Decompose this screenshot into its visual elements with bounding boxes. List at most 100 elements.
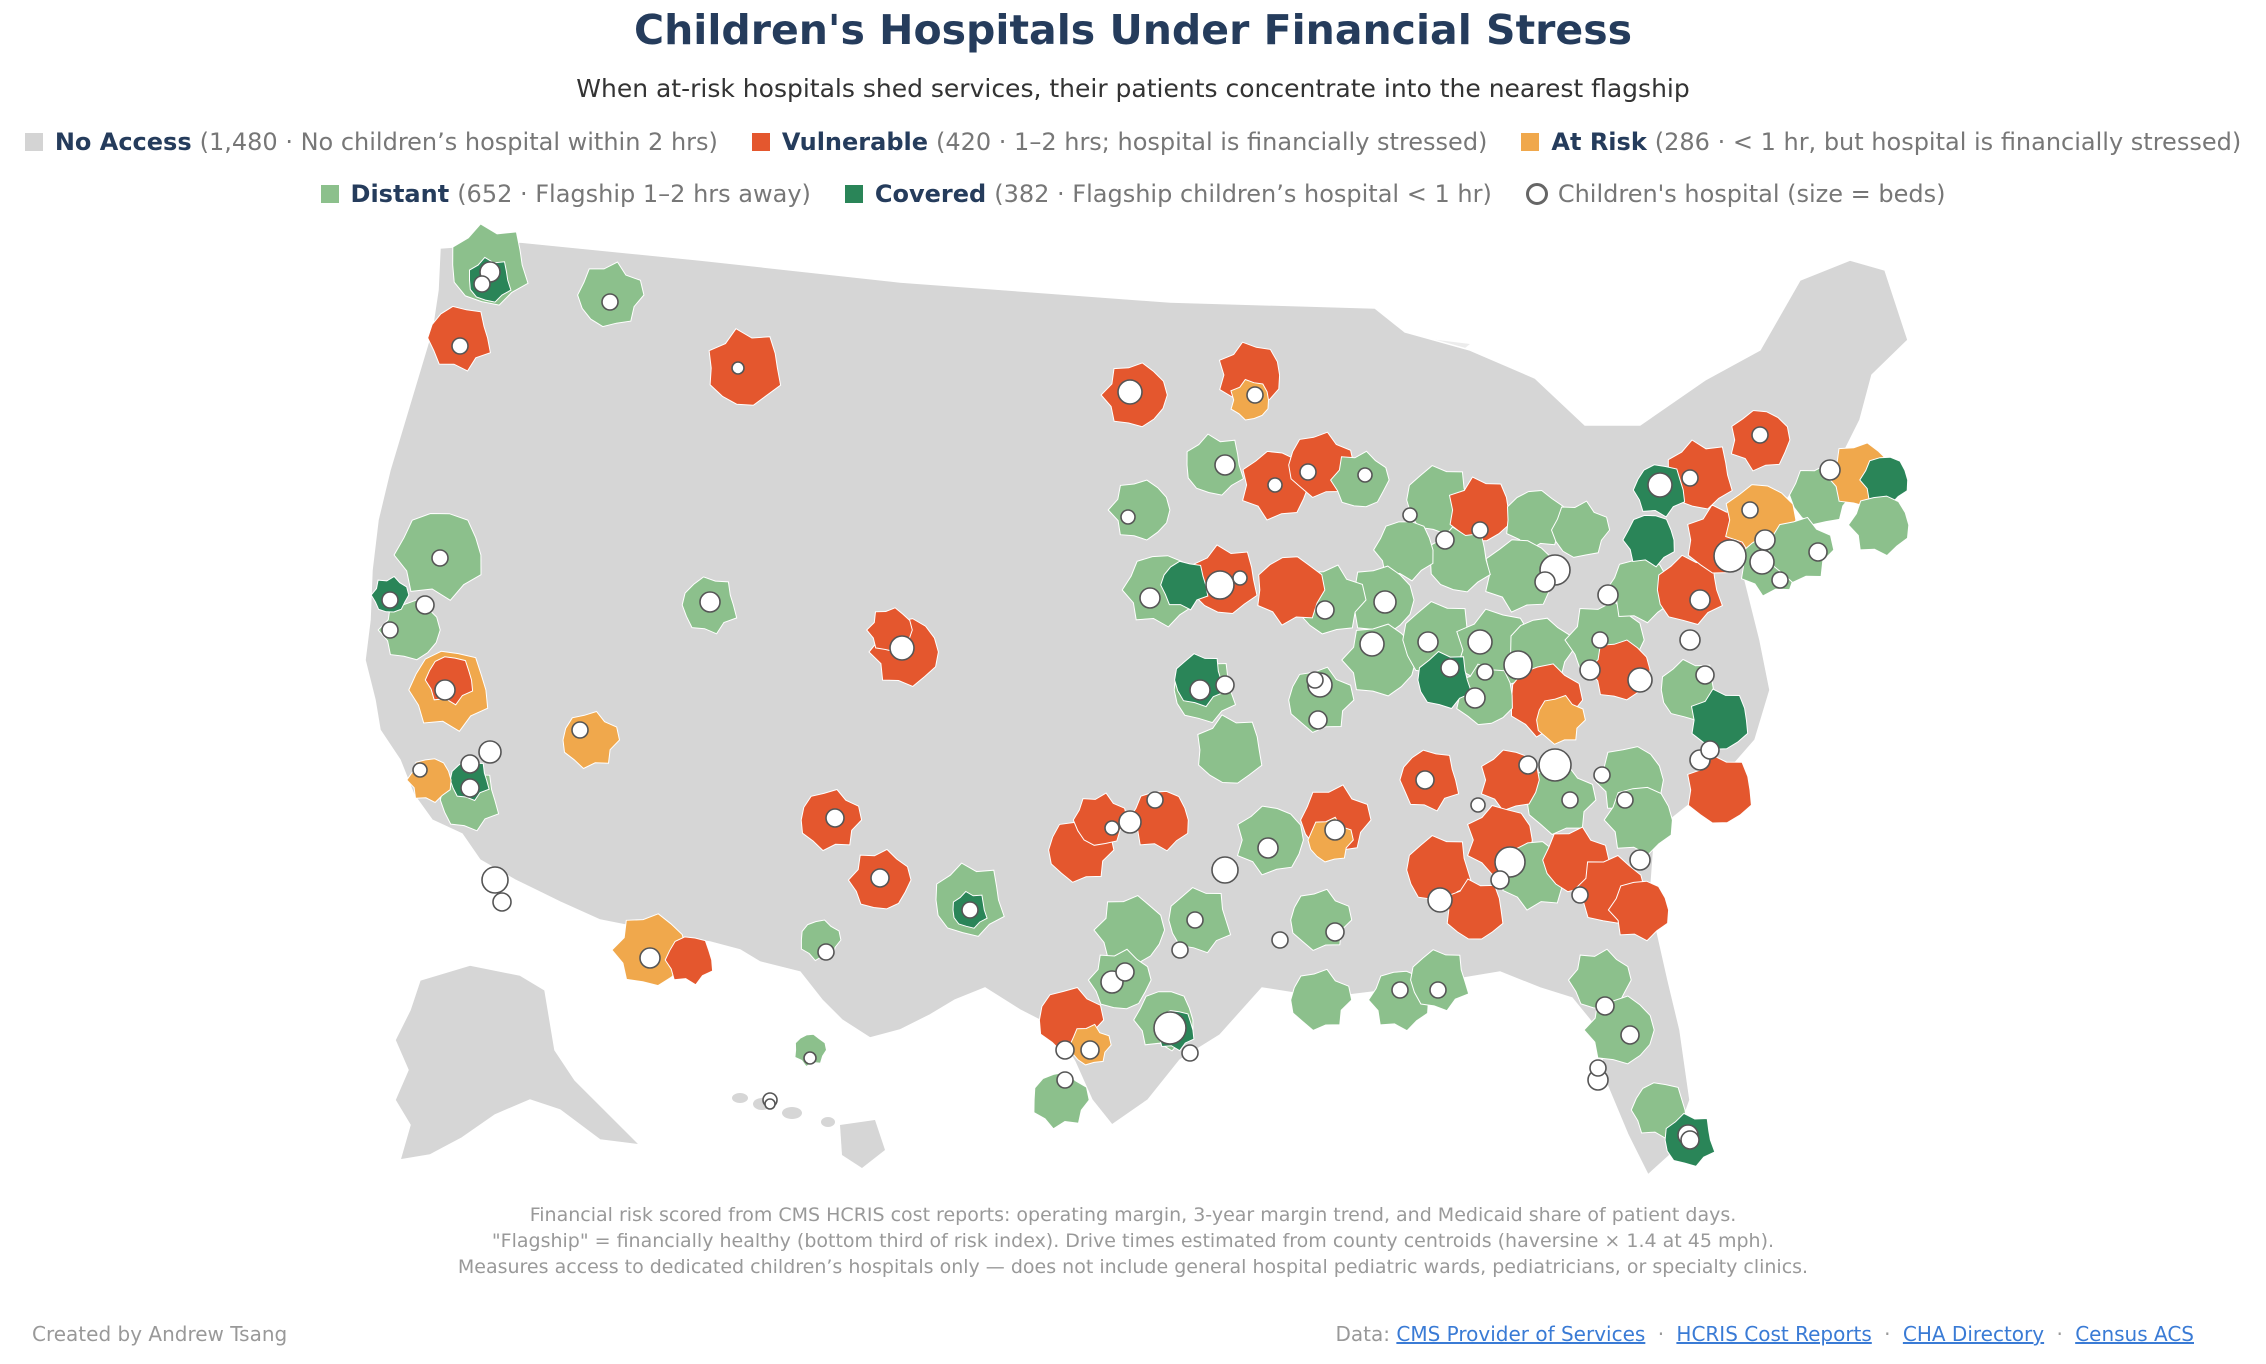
hospital-marker[interactable] <box>460 778 480 798</box>
hospital-marker[interactable] <box>473 275 491 293</box>
hospital-marker[interactable] <box>1402 507 1418 523</box>
hospital-marker[interactable] <box>431 549 449 567</box>
hospital-marker[interactable] <box>731 361 745 375</box>
hospital-marker[interactable] <box>478 740 502 764</box>
hospital-marker[interactable] <box>481 866 509 894</box>
service-region[interactable] <box>1160 560 1209 611</box>
hospital-marker[interactable] <box>1189 679 1211 701</box>
hospital-marker[interactable] <box>1534 571 1556 593</box>
hospital-marker[interactable] <box>1181 1044 1199 1062</box>
service-region[interactable] <box>1506 489 1567 552</box>
hospital-marker[interactable] <box>1571 886 1589 904</box>
hospital-marker[interactable] <box>1186 911 1204 929</box>
hospital-marker[interactable] <box>1211 856 1239 884</box>
hospital-marker[interactable] <box>1267 477 1283 493</box>
hospital-marker[interactable] <box>1171 941 1189 959</box>
service-region[interactable] <box>1859 456 1909 506</box>
service-region[interactable] <box>1093 895 1166 964</box>
hospital-marker[interactable] <box>1680 1130 1700 1150</box>
service-region[interactable] <box>664 936 714 986</box>
service-region[interactable] <box>1197 714 1263 784</box>
hospital-marker[interactable] <box>1325 922 1345 942</box>
service-region[interactable] <box>1687 754 1752 824</box>
hospital-marker[interactable] <box>1257 837 1279 859</box>
legend-item-hospital[interactable]: Children's hospital (size = beds) <box>1525 180 1945 208</box>
hospital-marker[interactable] <box>451 337 469 355</box>
hospital-marker[interactable] <box>1595 996 1615 1016</box>
hospital-marker[interactable] <box>1689 589 1711 611</box>
hospital-marker[interactable] <box>601 293 619 311</box>
hospital-marker[interactable] <box>1503 650 1533 680</box>
hospital-marker[interactable] <box>1357 467 1373 483</box>
service-region[interactable] <box>708 328 782 406</box>
hospital-marker[interactable] <box>1819 459 1841 481</box>
hospital-marker[interactable] <box>1435 530 1455 550</box>
hospital-marker[interactable] <box>1620 1025 1640 1045</box>
hospital-marker[interactable] <box>1246 386 1264 404</box>
hospital-marker[interactable] <box>1518 755 1538 775</box>
hospital-marker[interactable] <box>1597 584 1619 606</box>
hospital-marker[interactable] <box>1315 600 1335 620</box>
legend-item-at-risk[interactable]: At Risk (286 · < 1 hr, but hospital is f… <box>1521 128 2241 156</box>
hospital-marker[interactable] <box>1627 667 1653 693</box>
hospital-marker[interactable] <box>1471 521 1489 539</box>
hospital-marker[interactable] <box>1616 791 1634 809</box>
hospital-marker[interactable] <box>1373 590 1397 614</box>
hospital-marker[interactable] <box>1115 962 1135 982</box>
hospital-marker[interactable] <box>1591 631 1609 649</box>
hospital-marker[interactable] <box>1118 810 1142 834</box>
service-region[interactable] <box>1410 949 1470 1012</box>
hospital-marker[interactable] <box>1271 931 1289 949</box>
hospital-marker[interactable] <box>639 947 661 969</box>
hospital-marker[interactable] <box>1299 463 1317 481</box>
hospital-marker[interactable] <box>764 1098 776 1110</box>
hospital-marker[interactable] <box>1700 740 1720 760</box>
hospital-marker[interactable] <box>1153 1011 1187 1045</box>
hospital-marker[interactable] <box>1579 659 1601 681</box>
hospital-marker[interactable] <box>1146 791 1164 809</box>
hospital-marker[interactable] <box>1214 454 1236 476</box>
hospital-marker[interactable] <box>1120 509 1136 525</box>
service-region[interactable] <box>1690 688 1749 750</box>
hospital-marker[interactable] <box>1464 687 1486 709</box>
source-link-hcris[interactable]: HCRIS Cost Reports <box>1676 1322 1872 1346</box>
hospital-marker[interactable] <box>460 754 480 774</box>
hospital-marker[interactable] <box>1589 1059 1607 1077</box>
hospital-marker[interactable] <box>381 591 399 609</box>
hospital-marker[interactable] <box>1695 665 1715 685</box>
service-region[interactable] <box>1847 495 1910 557</box>
hospital-marker[interactable] <box>1593 766 1611 784</box>
legend-item-vulnerable[interactable]: Vulnerable (420 · 1–2 hrs; hospital is f… <box>751 128 1487 156</box>
hospital-marker[interactable] <box>1476 663 1494 681</box>
hospital-marker[interactable] <box>1751 426 1769 444</box>
hospital-marker[interactable] <box>1440 658 1460 678</box>
hospital-marker[interactable] <box>817 943 835 961</box>
hospital-marker[interactable] <box>1808 542 1828 562</box>
hospital-marker[interactable] <box>1205 570 1235 600</box>
hospital-marker[interactable] <box>1629 849 1651 871</box>
hospital-marker[interactable] <box>1306 671 1324 689</box>
hospital-marker[interactable] <box>1308 710 1328 730</box>
service-region[interactable] <box>1536 694 1586 745</box>
hospital-marker[interactable] <box>1391 981 1409 999</box>
service-region[interactable] <box>1107 479 1171 541</box>
hospital-marker[interactable] <box>1232 570 1248 586</box>
hospital-marker[interactable] <box>412 762 428 778</box>
service-region[interactable] <box>1288 666 1355 733</box>
service-region[interactable] <box>1622 514 1675 568</box>
hospital-marker[interactable] <box>1679 629 1701 651</box>
service-region[interactable] <box>1550 500 1611 558</box>
legend-item-no-access[interactable]: No Access (1,480 · No children’s hospita… <box>24 128 718 156</box>
source-link-cms-pos[interactable]: CMS Provider of Services <box>1396 1322 1646 1346</box>
hospital-marker[interactable] <box>1467 629 1493 655</box>
source-link-cha[interactable]: CHA Directory <box>1902 1322 2045 1346</box>
service-region[interactable] <box>1607 880 1670 942</box>
hospital-marker[interactable] <box>1470 797 1486 813</box>
hospital-marker[interactable] <box>1056 1071 1074 1089</box>
hospital-marker[interactable] <box>961 901 979 919</box>
service-region[interactable] <box>1290 968 1353 1031</box>
hospital-marker[interactable] <box>1324 819 1346 841</box>
hospital-marker[interactable] <box>415 595 435 615</box>
hospital-marker[interactable] <box>889 635 915 661</box>
service-region[interactable] <box>1448 476 1511 542</box>
